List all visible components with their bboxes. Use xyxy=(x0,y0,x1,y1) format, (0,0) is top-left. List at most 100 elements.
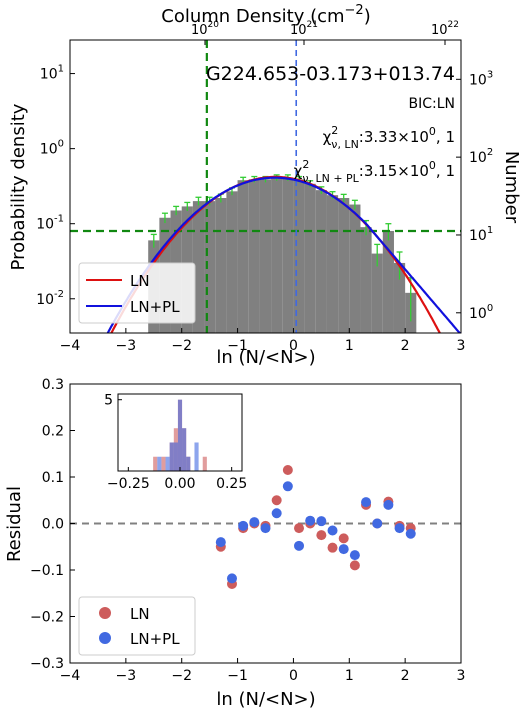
inset-bar-ln-pl xyxy=(182,428,187,471)
top-legend-label-ln: LN xyxy=(130,272,150,290)
inset-bar-ln-pl xyxy=(177,399,183,471)
y-tick-label: 101 xyxy=(40,64,64,83)
y-tick-label: 100 xyxy=(40,139,64,158)
right-y-tick-label: 103 xyxy=(469,69,493,88)
x-tick-label: 3 xyxy=(457,668,466,684)
top-fit-curves xyxy=(106,175,461,333)
residual-point-ln xyxy=(282,465,293,476)
histogram-bar xyxy=(349,204,361,333)
x-tick-label: 1 xyxy=(345,668,354,684)
bottom-ylabel: Residual xyxy=(4,486,25,562)
inset-bar-ln xyxy=(153,456,158,471)
histogram-bar xyxy=(192,201,205,333)
residual-point-ln-pl xyxy=(405,528,416,539)
inset-bar-ln-pl xyxy=(157,456,162,471)
bottom-y-ticks: −0.3 −0.2 −0.1 0.0 0.1 0.2 0.3 xyxy=(30,377,75,672)
y-tick-label: −0.3 xyxy=(30,656,64,672)
residual-point-ln-pl xyxy=(249,517,260,528)
top-right-y-ticks: 100 101 102 103 xyxy=(456,69,493,322)
y-tick-label: 0.1 xyxy=(42,470,64,486)
inset-y-tick-label: 5 xyxy=(104,393,113,409)
y-tick-label: 0.3 xyxy=(42,377,64,393)
top-x-ticks: −4 −3 −2 −1 0 1 2 3 xyxy=(60,328,466,354)
histogram-bar xyxy=(360,227,372,333)
residual-point-ln xyxy=(316,530,327,541)
x-tick-label: 0 xyxy=(289,668,298,684)
x-tick-label: 2 xyxy=(401,668,410,684)
inset-bar-ln xyxy=(161,456,166,471)
histogram-bar xyxy=(271,177,283,333)
residual-point-ln-pl xyxy=(327,525,338,536)
residual-point-ln xyxy=(338,533,349,544)
x-tick-label: 2 xyxy=(401,338,410,354)
top-ylabel-right: Number xyxy=(501,151,522,224)
residual-point-ln-pl xyxy=(294,540,305,551)
y-tick-label: 10-2 xyxy=(36,289,64,308)
inset-x-tick-label: 0.25 xyxy=(216,476,247,492)
region-label: G224.653-03.173+013.74 xyxy=(206,63,455,85)
residual-point-ln xyxy=(327,542,338,553)
residual-point-ln-pl xyxy=(383,499,394,510)
x-tick-label: −2 xyxy=(171,668,192,684)
top-secondary-axis-label: Column Density (cm−2) xyxy=(161,3,370,27)
x-tick-label: −3 xyxy=(116,668,137,684)
residual-point-ln xyxy=(271,495,282,506)
histogram-bar xyxy=(393,262,406,333)
inset-x-tick-label: 0.00 xyxy=(164,476,195,492)
inset-x-ticks: −0.25 0.00 0.25 xyxy=(107,467,247,492)
bottom-legend-label-ln: LN xyxy=(130,605,150,623)
histogram-bar xyxy=(248,179,260,333)
right-y-tick-label: 101 xyxy=(469,225,493,244)
histogram-bar xyxy=(326,195,339,333)
top-legend: LN LN+PL xyxy=(78,262,196,324)
top-reference-lines xyxy=(70,40,461,333)
histogram-bar xyxy=(315,190,327,333)
top-legend-box xyxy=(78,262,196,324)
bottom-panel: −4 −3 −2 −1 0 1 2 3 −0.3 −0.2 −0.1 0.0 0.1 0.2 0.3 Re… xyxy=(4,377,465,710)
residual-point-ln-pl xyxy=(361,497,372,508)
bottom-legend: LN LN+PL xyxy=(78,596,196,656)
inset-bar-ln-pl xyxy=(165,456,170,471)
inset-bar-ln-pl xyxy=(173,442,178,471)
y-tick-label: 0.2 xyxy=(42,424,64,440)
histogram-bar xyxy=(338,197,350,333)
residual-point-ln-pl xyxy=(271,508,282,519)
x-tick-label: −1 xyxy=(227,338,248,354)
bottom-legend-label-lnpl: LN+PL xyxy=(130,630,180,648)
x-tick-label: −4 xyxy=(60,338,81,354)
inset-bar-ln xyxy=(202,456,207,471)
top-panel: −4 −3 −2 −1 0 1 2 3 10-2 10-1 100 101 100 101 102 103… xyxy=(8,3,522,368)
inset-histogram xyxy=(153,399,207,471)
top-histogram xyxy=(148,174,417,333)
histogram-bar xyxy=(304,183,316,333)
x-tick-label: −1 xyxy=(227,668,248,684)
inset-y-ticks: 5 xyxy=(104,393,122,472)
bottom-legend-marker-lnpl xyxy=(99,632,111,644)
inset-bar-ln-pl xyxy=(186,456,191,471)
top-secondary-x-ticks: 1020 1021 1022 xyxy=(191,20,459,45)
residual-points xyxy=(215,465,416,589)
histogram-bar xyxy=(259,179,272,333)
top-ylabel: Probability density xyxy=(8,103,29,270)
y-tick-label: −0.1 xyxy=(30,563,64,579)
bic-label: BIC:LN xyxy=(409,96,456,112)
histogram-bar xyxy=(226,191,238,333)
residual-point-ln-pl xyxy=(226,573,237,584)
inset-x-tick-label: −0.25 xyxy=(107,476,150,492)
bottom-x-ticks: −4 −3 −2 −1 0 1 2 3 xyxy=(60,658,466,684)
x-tick-label: 3 xyxy=(457,338,466,354)
bottom-legend-marker-ln xyxy=(99,607,111,619)
inset: −0.25 0.00 0.25 5 xyxy=(104,393,247,492)
residual-point-ln-pl xyxy=(215,537,226,548)
top-axis-tick-label: 1021 xyxy=(290,20,318,38)
chi-lnpl-annotation: χ2 ν, LN + PL:3.15×100, 1 xyxy=(294,158,455,185)
top-axis-tick-label: 1020 xyxy=(191,20,219,38)
residual-point-ln-pl xyxy=(305,515,316,526)
x-tick-label: 1 xyxy=(345,338,354,354)
y-tick-label: 10-1 xyxy=(36,214,64,233)
residual-point-ln-pl xyxy=(238,520,249,531)
residual-point-ln xyxy=(349,560,360,571)
fit-curve-ln-pl xyxy=(106,176,461,333)
histogram-bar xyxy=(204,201,216,333)
